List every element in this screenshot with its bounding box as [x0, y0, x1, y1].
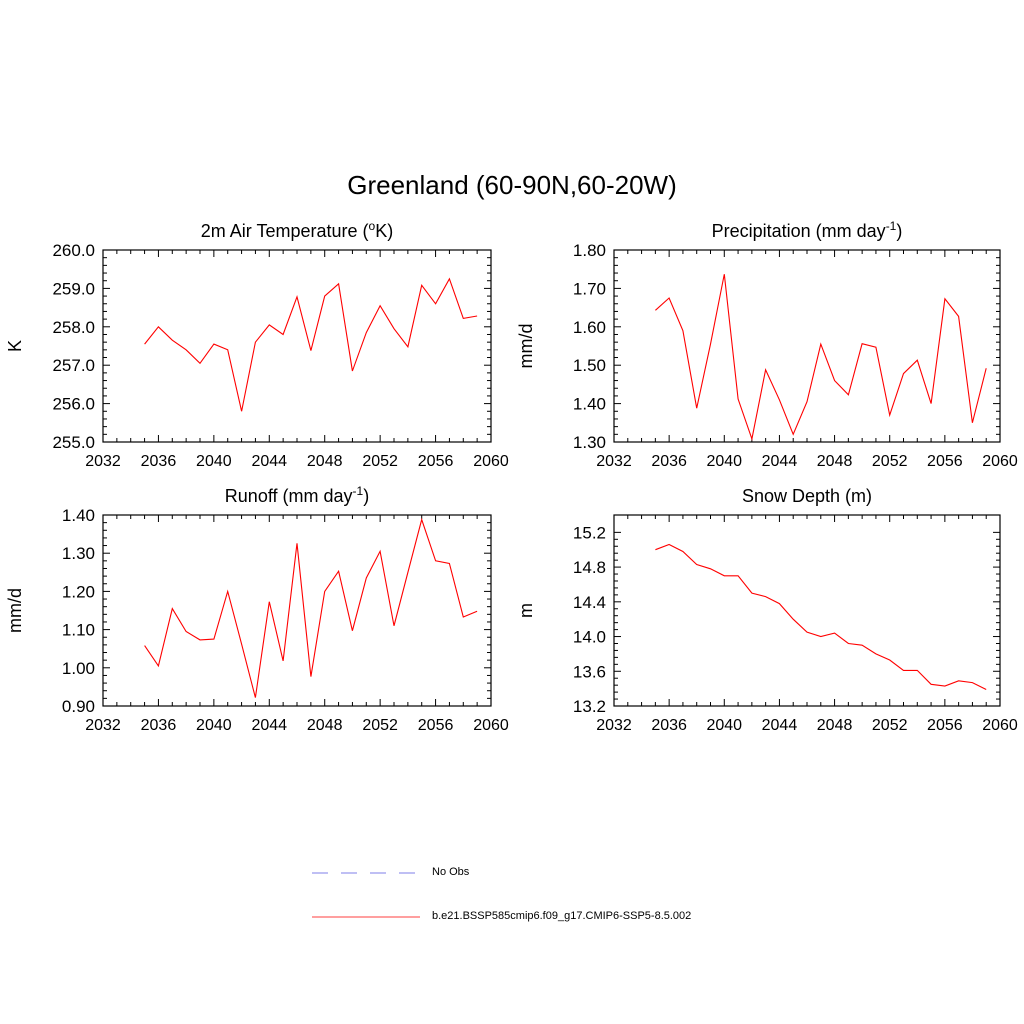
y-axis-label: m	[516, 603, 536, 618]
y-tick-label: 1.80	[573, 241, 606, 260]
x-tick-label: 2052	[872, 717, 908, 734]
y-tick-label: 1.60	[573, 318, 606, 337]
x-tick-label: 2044	[762, 717, 798, 734]
x-tick-label: 2056	[927, 717, 963, 734]
x-tick-label: 2032	[596, 717, 632, 734]
series-line	[144, 277, 478, 412]
x-tick-label: 2052	[362, 453, 398, 470]
x-tick-label: 2032	[85, 717, 121, 734]
y-tick-label: 1.40	[573, 395, 606, 414]
x-tick-label: 2060	[473, 717, 509, 734]
x-tick-label: 2052	[362, 717, 398, 734]
plot-frame	[613, 249, 1001, 443]
y-tick-label: 255.0	[52, 433, 95, 452]
y-tick-label: 259.0	[52, 279, 95, 298]
y-tick-label: 1.10	[62, 621, 95, 640]
y-tick-label: 15.2	[573, 523, 606, 542]
y-axis-label: mm/d	[516, 324, 536, 369]
x-tick-label: 2044	[251, 717, 287, 734]
x-tick-label: 2060	[473, 453, 509, 470]
x-tick-label: 2036	[651, 717, 687, 734]
legend-no-obs-label: No Obs	[432, 866, 470, 878]
y-tick-label: 13.2	[573, 697, 606, 716]
x-tick-label: 2040	[196, 453, 232, 470]
series-line	[655, 274, 987, 441]
chart-panel-3: 2032 2036 2040 2044 2048 2052 2056 2060 0.90 1.00…	[5, 484, 509, 734]
x-tick-label: 2048	[817, 717, 853, 734]
x-tick-label: 2040	[196, 717, 232, 734]
x-tick-label: 2032	[85, 453, 121, 470]
x-tick-label: 2048	[307, 453, 343, 470]
y-tick-label: 258.0	[52, 318, 95, 337]
x-tick-label: 2048	[817, 453, 853, 470]
panel-title: Runoff (mm day-1)	[225, 484, 369, 506]
y-tick-label: 256.0	[52, 395, 95, 414]
panel-title: Precipitation (mm day-1)	[712, 219, 903, 241]
series-line	[144, 517, 478, 698]
x-tick-label: 2044	[762, 453, 798, 470]
y-tick-label: 13.6	[573, 662, 606, 681]
y-tick-label: 257.0	[52, 356, 95, 375]
x-tick-label: 2060	[982, 717, 1018, 734]
x-tick-label: 2060	[982, 453, 1018, 470]
y-tick-label: 1.00	[62, 659, 95, 678]
y-tick-label: 14.4	[573, 593, 606, 612]
y-tick-label: 1.40	[62, 506, 95, 525]
x-tick-label: 2036	[141, 717, 177, 734]
panel-title: 2m Air Temperature (oK)	[201, 219, 393, 241]
x-tick-label: 2056	[418, 453, 454, 470]
plot-frame	[613, 514, 1001, 707]
y-tick-label: 14.0	[573, 628, 606, 647]
y-tick-label: 0.90	[62, 697, 95, 716]
series-line	[655, 543, 987, 690]
x-tick-label: 2040	[706, 717, 742, 734]
y-tick-label: 1.20	[62, 582, 95, 601]
chart-panel-1: 2032 2036 2040 2044 2048 2052 2056 2060 255.0 256…	[5, 219, 509, 470]
y-tick-label: 14.8	[573, 558, 606, 577]
x-tick-label: 2032	[596, 453, 632, 470]
page-title: Greenland (60-90N,60-20W)	[347, 170, 677, 200]
x-tick-label: 2040	[706, 453, 742, 470]
x-tick-label: 2052	[872, 453, 908, 470]
y-tick-label: 260.0	[52, 241, 95, 260]
x-tick-label: 2044	[251, 453, 287, 470]
x-tick-label: 2036	[651, 453, 687, 470]
x-tick-label: 2056	[418, 717, 454, 734]
y-axis-label: K	[5, 340, 25, 352]
chart-panel-4: 2032 2036 2040 2044 2048 2052 2056 2060 13.2 13.6…	[516, 486, 1018, 734]
plot-frame	[102, 249, 492, 443]
x-tick-label: 2036	[141, 453, 177, 470]
x-tick-label: 2056	[927, 453, 963, 470]
y-tick-label: 1.70	[573, 279, 606, 298]
y-tick-label: 1.30	[62, 544, 95, 563]
legend-model-run-label: b.e21.BSSP585cmip6.f09_g17.CMIP6-SSP5-8.…	[432, 910, 692, 922]
y-tick-label: 1.30	[573, 433, 606, 452]
y-axis-label: mm/d	[5, 588, 25, 633]
panel-title: Snow Depth (m)	[742, 486, 872, 506]
y-tick-label: 1.50	[573, 356, 606, 375]
chart-panel-2: 2032 2036 2040 2044 2048 2052 2056 2060 1.30 1.40…	[516, 219, 1018, 470]
x-tick-label: 2048	[307, 717, 343, 734]
